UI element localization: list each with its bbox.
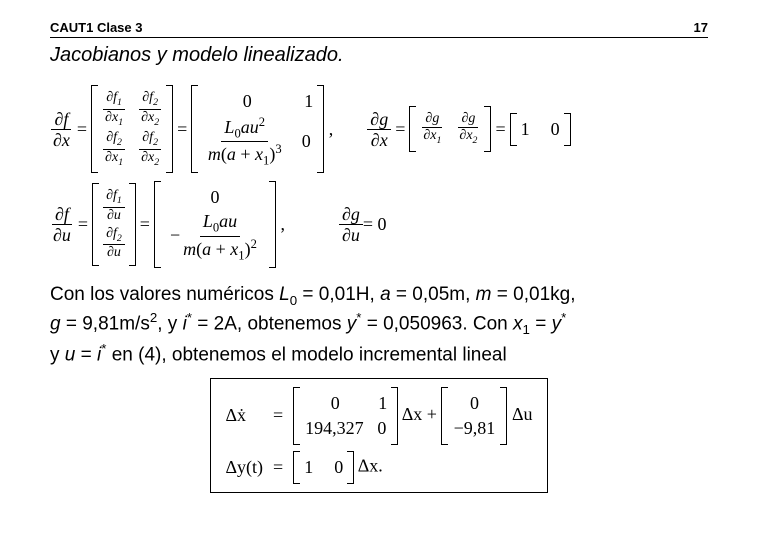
sub-1: 1 xyxy=(523,323,530,338)
jacobian-dfdx-value: 01 L0au2m(a + x1)3 0 xyxy=(191,85,324,173)
delta-u: Δu xyxy=(512,404,533,424)
jacobian-dfdx-symbolic: ∂f1∂x1 ∂f2∂x2 ∂f2∂x1 ∂f2∂x2 xyxy=(91,85,173,173)
sym-g: g xyxy=(50,314,61,335)
val-ystar: = 0,050963. Con xyxy=(361,314,513,335)
header: CAUT1 Clase 3 17 xyxy=(50,20,708,38)
C2: 0 xyxy=(334,457,343,477)
C-matrix: 1 0 xyxy=(293,451,354,484)
lhs-dxdot: Δẋ xyxy=(225,405,263,426)
A12: 1 xyxy=(378,393,387,414)
val-istar: = 2A, obtenemos xyxy=(192,314,347,335)
jacobian-row-1: ∂f∂x = ∂f1∂x1 ∂f2∂x2 ∂f2∂x1 ∂f2∂x2 = 01 xyxy=(50,85,708,173)
eq-sign2: = xyxy=(75,344,97,365)
B-matrix: 0 −9,81 xyxy=(441,387,507,445)
paragraph: Con los valores numéricos L0 = 0,01H, a … xyxy=(50,282,708,368)
para-text: Con los valores numéricos xyxy=(50,284,279,305)
val-a: = 0,05m, xyxy=(391,284,476,305)
A21: 194,327 xyxy=(305,418,364,439)
sym-u: u xyxy=(65,344,76,365)
boxed-model: Δẋ = 01 194,3270 Δx + 0 −9,81 xyxy=(210,378,547,493)
sym-a: a xyxy=(380,284,391,305)
para-end: en (4), obtenemos el modelo incremental … xyxy=(106,344,506,365)
comma: , y xyxy=(157,314,182,335)
jacobian-row-2: ∂f∂u = ∂f1∂u ∂f2∂u = 0 −L0aum(a + x1)2 ,… xyxy=(50,181,708,267)
eq-sign: = xyxy=(530,314,552,335)
B2: −9,81 xyxy=(454,418,496,439)
lhs-dy: Δy(t) xyxy=(225,457,263,478)
A-matrix: 01 194,3270 xyxy=(293,387,398,445)
header-left: CAUT1 Clase 3 xyxy=(50,20,142,35)
sym-L: L xyxy=(279,284,290,305)
delta-x2: Δx. xyxy=(358,455,383,475)
jacobian-dgdx-symbolic: ∂g∂x1 ∂g∂x2 xyxy=(409,106,491,152)
jacobian-dgdx-value: 1 0 xyxy=(510,113,571,146)
A22: 0 xyxy=(377,418,386,439)
sym-m: m xyxy=(476,284,492,305)
sym-x: x xyxy=(513,314,523,335)
sym-y: y xyxy=(347,314,357,335)
plus: + xyxy=(427,404,437,424)
B1: 0 xyxy=(452,393,496,414)
val-L0: = 0,01H, xyxy=(297,284,380,305)
delta-x: Δx xyxy=(402,404,423,424)
val-g: = 9,81m/s xyxy=(61,314,150,335)
para-y: y xyxy=(50,344,65,365)
page-title: Jacobianos y modelo linealizado. xyxy=(50,44,708,67)
A11: 0 xyxy=(304,393,366,414)
dgdu-value: = 0 xyxy=(363,214,387,235)
jacobian-dfdu-symbolic: ∂f1∂u ∂f2∂u xyxy=(92,183,136,266)
jacobian-dfdu-value: 0 −L0aum(a + x1)2 xyxy=(154,181,276,267)
C1: 1 xyxy=(304,457,313,478)
sym-y2: y xyxy=(552,314,562,335)
val-m: = 0,01kg, xyxy=(492,284,576,305)
header-right: 17 xyxy=(694,20,708,35)
sup-star3: * xyxy=(561,310,566,325)
